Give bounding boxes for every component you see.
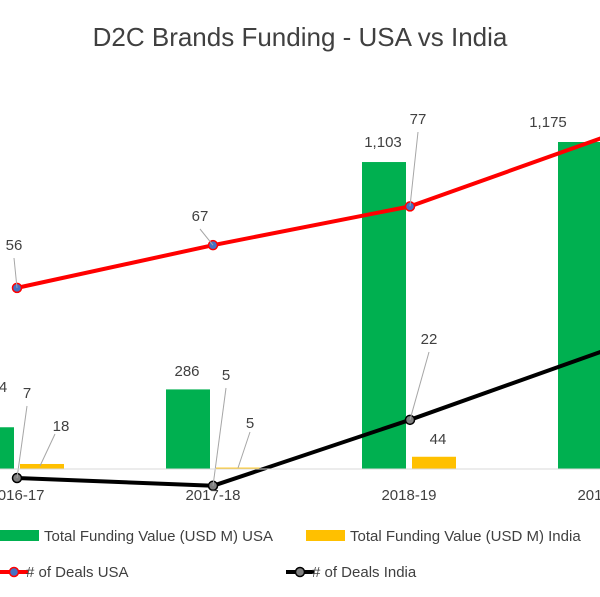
leader-line-india-0 [16,405,28,479]
leader-line-india-bar-0 [39,433,56,467]
x-tick-2: 2018-19 [381,487,436,504]
bar-label-india-2: 44 [430,431,447,448]
bar-usa-0 [0,427,14,469]
bar-usa-3 [558,142,600,469]
bar-label-india-0: 18 [53,418,70,435]
legend-swatch-0 [0,530,39,541]
legend-marker-2 [8,566,20,578]
legend: Total Funding Value (USD M) USA Total Fun… [0,528,581,581]
leader-line-usa-0 [13,257,18,288]
bar-label-usa-3: 1,175 [529,114,567,131]
legend-label-3: # of Deals India [312,564,417,581]
lines-layer [11,136,600,492]
bar-india-2 [412,456,456,469]
chart-title: D2C Brands Funding - USA vs India [92,22,508,52]
legend-label-0: Total Funding Value (USD M) USA [44,528,273,545]
bar-india-0 [20,463,64,469]
bar-label-usa-2: 1,103 [364,134,402,151]
line-label-usa-0: 56 [6,237,23,254]
bar-label-usa-1: 286 [174,363,199,380]
bars-layer [0,142,600,469]
bar-india-1 [216,467,260,469]
line-label-india-2: 22 [421,331,438,348]
leader-line-india-1 [212,387,227,486]
leader-line-usa-2 [409,131,419,207]
leader-line-usa-1 [199,228,214,246]
line-label-india-1: 5 [222,367,230,384]
line-label-usa-2: 77 [410,111,427,128]
line-deals-usa [16,136,600,290]
line-deals-india [16,349,600,488]
legend-label-1: Total Funding Value (USD M) India [350,528,581,545]
legend-swatch-1 [306,530,345,541]
x-tick-1: 2017-18 [185,487,240,504]
bar-usa-1 [166,389,210,469]
x-tick-3: 2019-20 [577,487,600,504]
bar-label-usa-0: 4 [0,379,7,396]
leader-line-india-2 [409,351,430,420]
bar-label-india-1: 5 [246,415,254,432]
line-label-india-0: 7 [23,385,31,402]
leader-line-india-bar-1 [237,431,251,469]
line-label-usa-1: 67 [192,208,209,225]
legend-label-2: # of Deals USA [26,564,129,581]
legend-marker-3 [294,566,306,578]
